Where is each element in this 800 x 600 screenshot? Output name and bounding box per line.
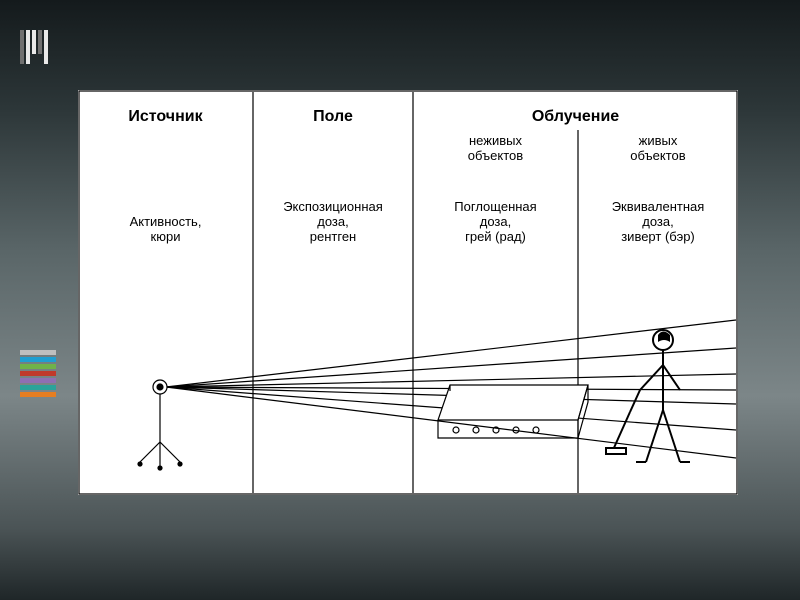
decor-color-bar (20, 378, 56, 383)
decor-bar (44, 30, 48, 64)
diagram-panel: Источник Поле Облучение неживых объектов… (78, 90, 738, 495)
decor-color-bar (20, 371, 56, 376)
decor-color-bar (20, 350, 56, 355)
decor-color-bar (20, 385, 56, 390)
decor-color-bar (20, 364, 56, 369)
decor-bar (32, 30, 36, 54)
decor-bar (26, 30, 30, 64)
decor-left-bars (20, 350, 56, 397)
diagram-svg (78, 90, 738, 495)
slide-root: Источник Поле Облучение неживых объектов… (0, 0, 800, 600)
decor-color-bar (20, 392, 56, 397)
decor-color-bar (20, 357, 56, 362)
decor-bar (38, 30, 42, 54)
decor-bar (20, 30, 24, 64)
decor-top-bars (20, 30, 48, 64)
